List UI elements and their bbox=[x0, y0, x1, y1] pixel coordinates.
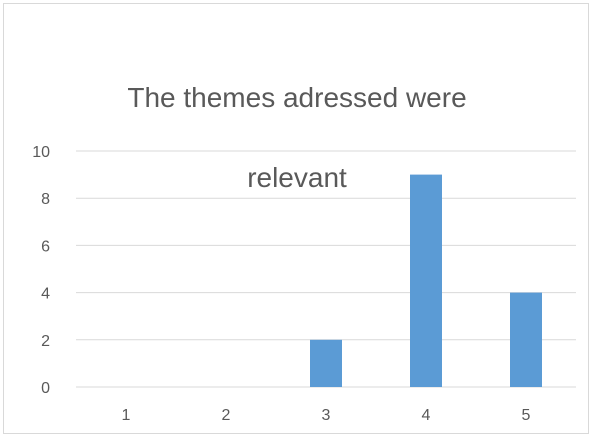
gridlines bbox=[76, 150, 576, 388]
x-tick-label: 1 bbox=[122, 407, 131, 424]
bar-4 bbox=[410, 174, 442, 387]
y-tick-label: 8 bbox=[41, 191, 50, 208]
x-tick-label: 2 bbox=[222, 407, 231, 424]
x-tick-label: 3 bbox=[322, 407, 331, 424]
y-axis-tick-labels: 0 2 4 6 8 10 bbox=[32, 144, 50, 397]
chart-title: The themes adressed were relevant bbox=[0, 38, 594, 198]
y-tick-label: 4 bbox=[41, 286, 50, 303]
y-tick-label: 6 bbox=[41, 238, 50, 255]
chart-title-line-1: The themes adressed were bbox=[127, 82, 467, 113]
x-tick-label: 4 bbox=[422, 407, 431, 424]
x-axis-tick-labels: 1 2 3 4 5 bbox=[122, 407, 531, 424]
x-tick-label: 5 bbox=[522, 407, 531, 424]
y-tick-label: 2 bbox=[41, 333, 50, 350]
chart-title-line-2: relevant bbox=[247, 162, 347, 193]
chart-frame bbox=[3, 3, 589, 434]
bar-3 bbox=[310, 339, 342, 387]
y-tick-label: 10 bbox=[32, 144, 50, 161]
bar-5 bbox=[510, 292, 542, 387]
bars bbox=[310, 174, 542, 387]
y-tick-label: 0 bbox=[41, 380, 50, 397]
